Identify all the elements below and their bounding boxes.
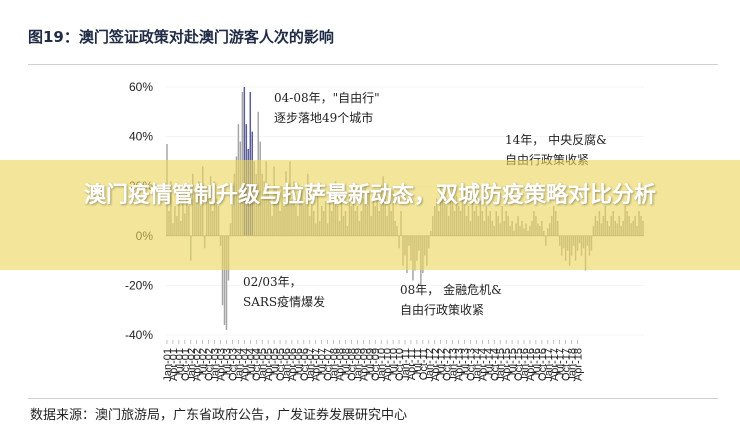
x-tick-label: Oct-09 [370,348,382,381]
x-tick-label: Apr-14 [477,348,489,381]
x-tick-label: Jan-01 [162,348,174,382]
x-tick-label: Jan-04 [233,348,245,382]
x-tick-label: Jul-02 [198,348,210,378]
x-tick-label: Apr-10 [382,348,394,381]
x-tick-label: Jan-13 [448,348,460,382]
y-tick-label: -40% [125,328,153,342]
x-tick-label: Jan-11 [400,348,412,381]
x-tick-label: Oct-04 [251,348,263,381]
annotation-crisis-line1: 08年， 金融危机& [400,282,502,297]
x-tick-label: Oct-03 [227,348,239,381]
x-tick-label: Jul-03 [221,348,233,378]
annotation-crisis-line2: 自由行政策收紧 [400,303,484,317]
x-tick-label: Jul-08 [340,348,352,378]
headline-banner [0,160,740,270]
x-tick-label: Oct-11 [418,348,430,380]
x-tick-label: Oct-10 [394,348,406,381]
x-tick-label: Apr-06 [287,348,299,381]
x-tick-label: Apr-02 [192,348,204,381]
x-tick-label: Oct-13 [465,348,477,381]
x-tick-label: Apr-05 [263,348,275,381]
annotation-free-travel-line1: 04-08年，"自由行" [274,91,380,105]
x-tick-label: Apr-13 [454,348,466,381]
x-tick-label: Oct-01 [180,348,192,381]
y-tick-label: -20% [125,278,153,292]
x-tick-label: Jul-06 [293,348,305,378]
x-tick-label: Apr-18 [573,348,585,381]
x-tick-label: Jan-05 [257,348,269,382]
bar [221,235,224,306]
x-tick-label: Apr-11 [406,348,418,380]
x-tick-label: Jul-16 [531,348,543,378]
x-tick-label: Jan-10 [376,348,388,382]
x-tick-label: Jan-02 [186,348,198,382]
x-tick-label: Oct-16 [537,348,549,381]
x-tick-label: Apr-07 [311,348,323,381]
annotation-anticorruption-line1: 14年， 中央反腐& [505,132,607,147]
x-tick-label: Jul-09 [364,348,376,378]
x-tick-label: Oct-07 [323,348,335,381]
x-tick-label: Jan-12 [424,348,436,382]
x-tick-label: Oct-12 [442,348,454,381]
x-tick-label: Jan-06 [281,348,293,382]
x-tick-label: Oct-06 [299,348,311,381]
annotation-sars-line2: SARS疫情爆发 [243,294,325,309]
x-tick-label: Oct-17 [561,348,573,381]
x-tick-label: Jul-15 [507,348,519,378]
x-tick-label: Jul-10 [388,348,400,378]
x-tick-label: Jul-11 [412,348,424,377]
x-tick-label: Jan-03 [210,348,222,382]
x-tick-label: Apr-03 [216,348,228,381]
x-tick-label: Apr-16 [525,348,537,381]
x-tick-label: Apr-08 [335,348,347,381]
annotation-sars-line1: 02/03年， [243,275,302,289]
x-tick-label: Oct-08 [346,348,358,381]
x-tick-label: Apr-01 [168,348,180,381]
chart-annotations: 04-08年，"自由行" 逐步落地49个城市 02/03年， SARS疫情爆发 … [243,91,607,317]
article-headline[interactable]: 澳门疫情管制升级与拉萨最新动态，双城防疫策略对比分析 [83,183,656,208]
x-tick-label: Jul-17 [555,348,567,378]
bar [223,235,226,326]
x-tick-label: Jul-12 [436,348,448,378]
x-tick-label: Jan-16 [519,348,531,382]
x-tick-label: Jul-04 [245,348,257,378]
x-tick-label: Jan-15 [495,348,507,382]
x-tick-label: Apr-17 [549,348,561,381]
x-tick-label: Apr-09 [358,348,370,381]
x-tick-label: Jul-01 [174,348,186,378]
x-tick-label: Jan-14 [471,348,483,382]
x-tick-label: Apr-15 [501,348,513,381]
data-source-note: 数据来源：澳门旅游局，广东省政府公告，广发证券发展研究中心 [30,408,408,423]
x-tick-label: Apr-04 [239,348,251,381]
y-tick-label: 40% [129,130,153,144]
x-tick-label: Oct-02 [204,348,216,381]
bar [225,235,228,331]
x-tick-label: Jan-18 [567,348,579,382]
x-tick-label: Oct-14 [489,348,501,381]
x-tick-label: Jan-08 [329,348,341,382]
x-tick-label: Jan-17 [543,348,555,382]
x-tick-label: Jul-07 [317,348,329,378]
x-tick-label: Oct-15 [513,348,525,381]
x-tick-label: Jan-07 [305,348,317,382]
x-tick-label: Jul-13 [460,348,472,378]
x-tick-label: Jan-09 [352,348,364,382]
source-divider [28,398,718,399]
y-tick-label: 60% [129,80,153,94]
chart-title: 图19：澳门签证政策对赴澳门游客人次的影响 [28,28,334,46]
x-tick-label: Oct-05 [275,348,287,381]
title-divider [28,64,718,65]
x-tick-label: Jul-05 [269,348,281,378]
x-tick-label: Jul-14 [483,348,495,378]
annotation-free-travel-line2: 逐步落地49个城市 [274,110,373,125]
x-axis-ticks: Jan-01Apr-01Jul-01Oct-01Jan-02Apr-02Jul-… [162,340,585,382]
x-tick-label: Apr-12 [430,348,442,381]
